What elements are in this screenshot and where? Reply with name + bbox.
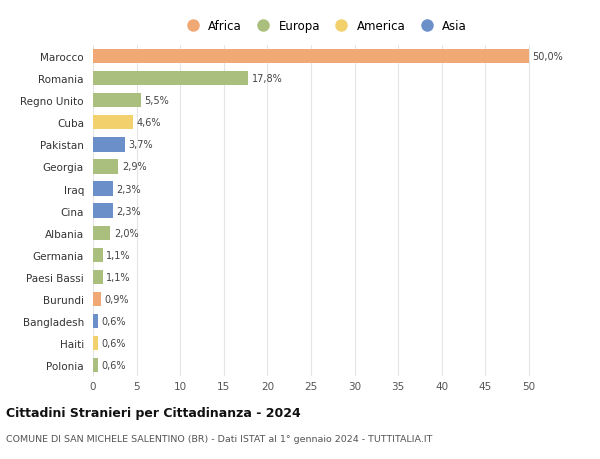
Text: 0,6%: 0,6%: [102, 360, 126, 370]
Text: 2,3%: 2,3%: [116, 184, 141, 194]
Bar: [93, 314, 98, 329]
Text: 2,9%: 2,9%: [122, 162, 146, 172]
Text: 3,7%: 3,7%: [129, 140, 154, 150]
Text: 5,5%: 5,5%: [145, 96, 169, 106]
Text: COMUNE DI SAN MICHELE SALENTINO (BR) - Dati ISTAT al 1° gennaio 2024 - TUTTITALI: COMUNE DI SAN MICHELE SALENTINO (BR) - D…: [6, 434, 433, 443]
Text: 50,0%: 50,0%: [532, 52, 563, 62]
Text: 2,3%: 2,3%: [116, 206, 141, 216]
Bar: [93, 182, 113, 196]
Text: 4,6%: 4,6%: [137, 118, 161, 128]
Bar: [93, 270, 103, 285]
Bar: [93, 72, 248, 86]
Bar: [93, 226, 110, 241]
Bar: [93, 292, 101, 307]
Bar: [93, 116, 133, 130]
Text: 0,6%: 0,6%: [102, 338, 126, 348]
Legend: Africa, Europa, America, Asia: Africa, Europa, America, Asia: [181, 21, 467, 34]
Text: 1,1%: 1,1%: [106, 272, 131, 282]
Bar: [93, 336, 98, 351]
Bar: [93, 160, 118, 174]
Bar: [93, 138, 125, 152]
Text: 17,8%: 17,8%: [251, 74, 283, 84]
Bar: [93, 50, 529, 64]
Text: Cittadini Stranieri per Cittadinanza - 2024: Cittadini Stranieri per Cittadinanza - 2…: [6, 406, 301, 419]
Bar: [93, 204, 113, 218]
Bar: [93, 94, 141, 108]
Bar: [93, 358, 98, 373]
Text: 1,1%: 1,1%: [106, 250, 131, 260]
Text: 0,6%: 0,6%: [102, 316, 126, 326]
Text: 2,0%: 2,0%: [114, 228, 139, 238]
Bar: [93, 248, 103, 263]
Text: 0,9%: 0,9%: [104, 294, 129, 304]
